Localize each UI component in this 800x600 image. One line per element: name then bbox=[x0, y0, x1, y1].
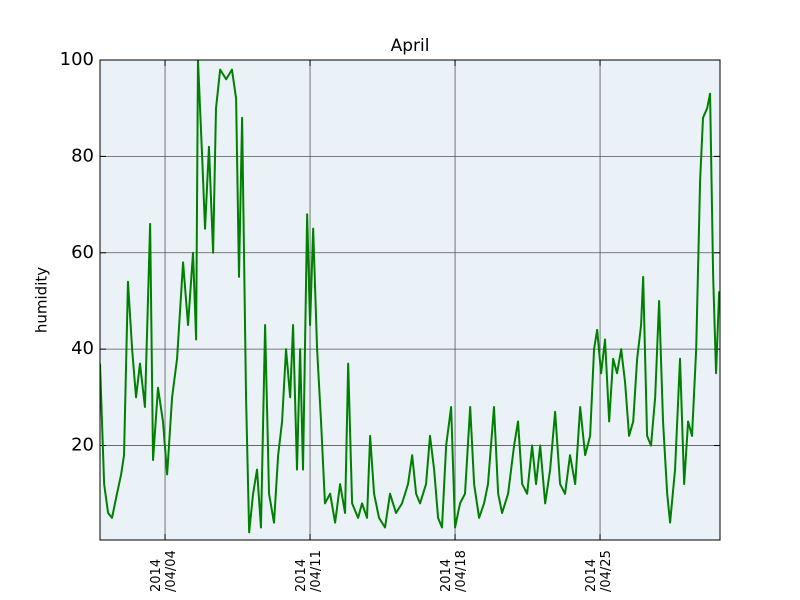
x-tick-label: 2014/04/04 bbox=[149, 550, 179, 592]
chart-title: April bbox=[391, 36, 430, 56]
plot-frame bbox=[99, 59, 721, 541]
y-tick-label: 40 bbox=[71, 338, 94, 359]
y-axis-label: humidity bbox=[33, 267, 51, 333]
y-tick-label: 100 bbox=[60, 49, 94, 70]
x-tick-label: 2014/04/25 bbox=[584, 550, 614, 592]
plot-area bbox=[100, 60, 720, 540]
data-line bbox=[100, 60, 720, 534]
y-tick-label: 60 bbox=[71, 242, 94, 263]
y-tick-label: 20 bbox=[71, 435, 94, 456]
y-tick-label: 80 bbox=[71, 145, 94, 166]
x-tick-label: 2014/04/18 bbox=[439, 550, 469, 592]
x-tick-label: 2014/04/11 bbox=[294, 550, 324, 592]
